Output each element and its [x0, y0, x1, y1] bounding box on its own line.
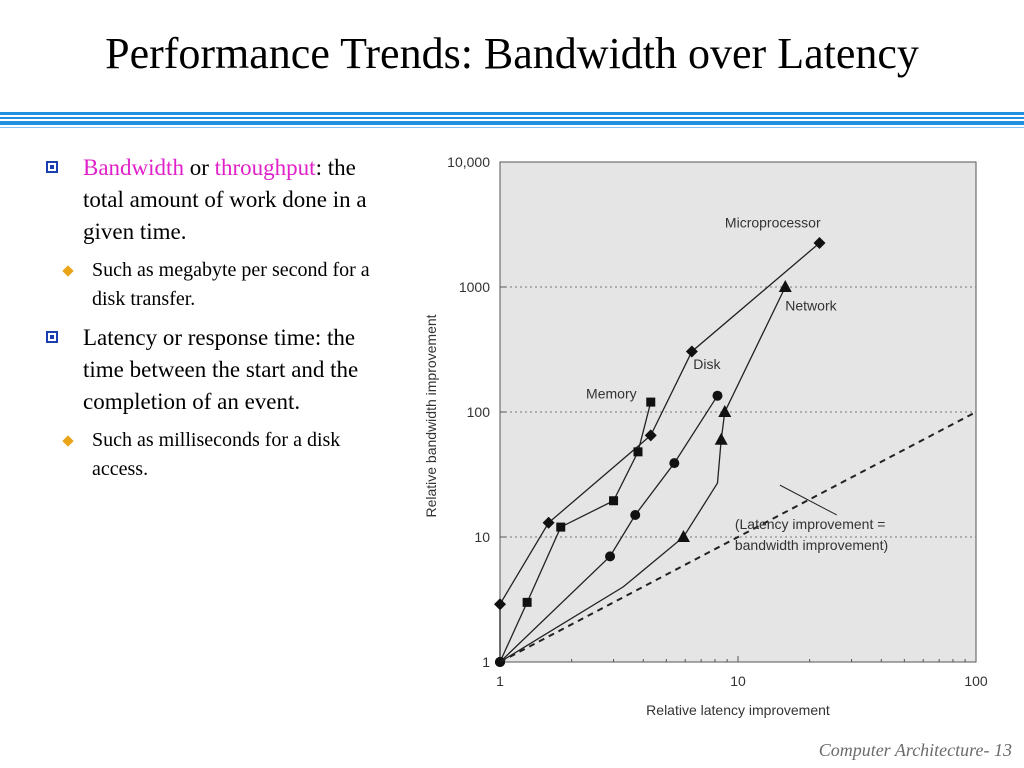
- sub-bullet-megabyte: Such as megabyte per second for a disk t…: [10, 256, 386, 314]
- circle-marker: [630, 509, 641, 520]
- series-label-microprocessor: Microprocessor: [725, 214, 821, 230]
- square-marker: [646, 397, 656, 407]
- square-marker: [609, 496, 619, 506]
- origin-marker: [495, 657, 505, 667]
- diamond-marker: [494, 598, 506, 611]
- bullet-list: Bandwidth or throughput: the total amoun…: [46, 152, 386, 490]
- sub-bullet-milliseconds: Such as milliseconds for a disk access.: [10, 426, 386, 484]
- title-rule: [0, 112, 1024, 115]
- circle-marker: [669, 458, 680, 469]
- y-tick-label: 1: [482, 654, 490, 670]
- triangle-marker: [718, 405, 732, 417]
- reference-leader-line: [779, 484, 837, 516]
- y-axis-label: Relative bandwidth improvement: [423, 314, 439, 517]
- diamond-marker: [813, 236, 826, 249]
- triangle-marker: [676, 530, 690, 542]
- square-bullet-icon: [46, 331, 58, 343]
- square-bullet-icon: [46, 161, 58, 173]
- triangle-marker: [714, 432, 728, 445]
- series-label-disk: Disk: [693, 356, 721, 372]
- square-marker: [556, 522, 566, 532]
- square-marker: [522, 597, 532, 607]
- bullet-text-segment: Latency or response time: the time betwe…: [83, 325, 359, 414]
- bullet-text-segment: throughput: [214, 155, 316, 180]
- diamond-marker: [542, 516, 555, 529]
- slide-footer: Computer Architecture- 13: [818, 740, 1012, 760]
- y-tick-label: 100: [467, 404, 491, 420]
- y-tick-label: 1000: [459, 279, 490, 295]
- sub-bullet-text: Such as megabyte per second for a disk t…: [92, 259, 370, 310]
- diamond-marker: [685, 345, 698, 358]
- bullet-latency: Latency or response time: the time betwe…: [46, 322, 386, 418]
- x-tick-label: 1: [496, 673, 504, 689]
- series-label-network: Network: [785, 297, 837, 313]
- triangle-marker: [778, 280, 792, 292]
- slide-title: Performance Trends: Bandwidth over Laten…: [105, 29, 919, 78]
- series-line-memory: [499, 401, 652, 663]
- sub-bullet-text: Such as milliseconds for a disk access.: [92, 429, 341, 480]
- bullet-text-segment: Bandwidth: [83, 155, 184, 180]
- bullet-bandwidth: Bandwidth or throughput: the total amoun…: [46, 152, 386, 248]
- reference-line: [499, 411, 977, 663]
- x-tick-label: 100: [964, 673, 988, 689]
- title-rule: [0, 121, 1024, 125]
- series-label-memory: Memory: [586, 386, 637, 402]
- reference-line-label: bandwidth improvement): [735, 537, 888, 553]
- square-marker: [633, 447, 643, 457]
- diamond-marker: [644, 429, 657, 442]
- bandwidth-latency-chart: 1 10 100 1000 10,000 1 10 100 Relative latency i…: [423, 154, 988, 718]
- x-tick-label: 10: [730, 673, 746, 689]
- title-rule: [0, 127, 1024, 128]
- circle-marker: [712, 390, 723, 401]
- reference-line-label: (Latency improvement =: [735, 516, 886, 532]
- y-tick-label: 10: [474, 529, 490, 545]
- bullet-text-segment: : the total amount of work done in a giv…: [83, 155, 367, 244]
- series-line-microprocessor: [499, 242, 820, 662]
- y-tick-label: 10,000: [447, 154, 490, 170]
- x-axis-label: Relative latency improvement: [646, 702, 830, 718]
- diamond-bullet-icon: [62, 265, 74, 277]
- title-rule: [0, 117, 1024, 119]
- diamond-bullet-icon: [62, 435, 74, 447]
- circle-marker: [605, 551, 616, 562]
- bullet-text-segment: or: [183, 155, 215, 180]
